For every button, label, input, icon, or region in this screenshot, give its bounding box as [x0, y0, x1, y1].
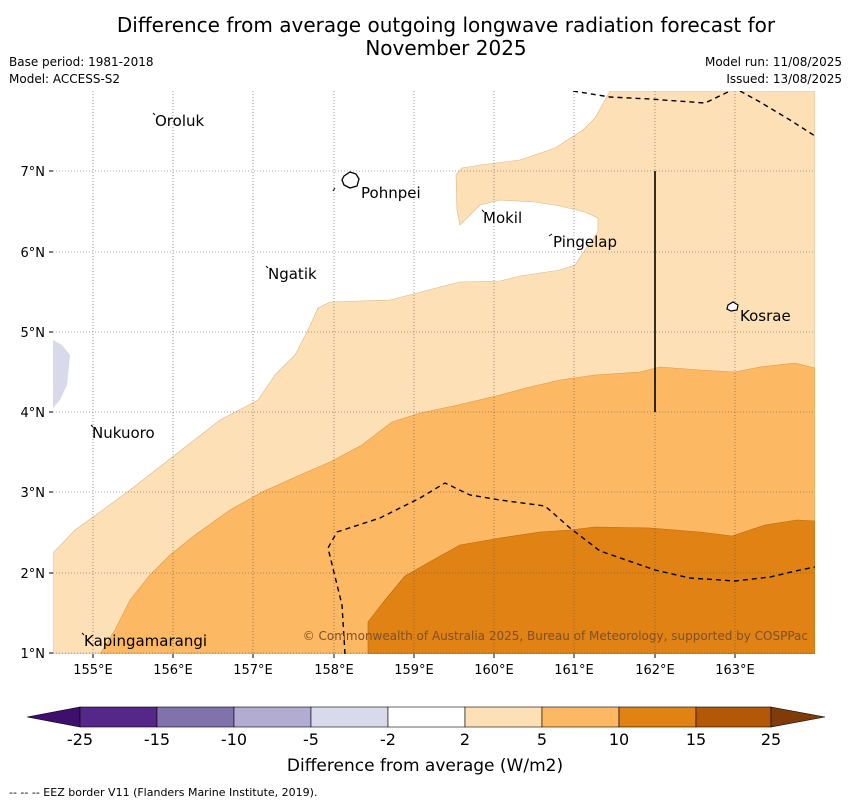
- colorbar-tick-1: -15: [144, 730, 170, 749]
- eez-border-south: [327, 482, 815, 654]
- meta-right: Model run: 11/08/2025 Issued: 13/08/2025: [705, 54, 842, 88]
- lat-label-1n: 1°N: [21, 647, 46, 662]
- lon-label-158e: 158°E: [314, 663, 354, 678]
- place-label-kosrae: Kosrae: [740, 307, 791, 325]
- colorbar-tick-5: 2: [460, 730, 470, 749]
- lon-label-160e: 160°E: [474, 663, 514, 678]
- copyright-notice: © Commonwealth of Australia 2025, Bureau…: [303, 629, 808, 643]
- colorbar: [26, 706, 826, 728]
- issued-date: Issued: 13/08/2025: [726, 72, 842, 86]
- place-label-ngatik: Ngatik: [268, 265, 317, 283]
- colorbar-tick-3: -5: [303, 730, 319, 749]
- lon-label-155e: 155°E: [73, 663, 113, 678]
- colorbar-segment-7: [541, 706, 620, 728]
- axis-ticks: [49, 170, 736, 658]
- place-label-pohnpei: Pohnpei: [361, 184, 421, 202]
- lat-label-2n: 2°N: [21, 567, 46, 582]
- colorbar-segment-4: [310, 706, 389, 728]
- map-area: Oroluk Pohnpei Mokil Pingelap Ngatik Kos…: [53, 91, 815, 654]
- model-name: Model: ACCESS-S2: [9, 72, 121, 86]
- colorbar-tick-6: 5: [537, 730, 547, 749]
- colorbar-tick-7: 10: [609, 730, 629, 749]
- pingelap-atoll-mark: [548, 233, 553, 237]
- lat-label-7n: 7°N: [21, 165, 46, 180]
- pohnpei-island: [341, 171, 360, 189]
- atoll-marks: [81, 112, 553, 636]
- colorbar-segment-0: [26, 706, 81, 728]
- place-label-oroluk: Oroluk: [155, 112, 204, 130]
- lon-label-162e: 162°E: [635, 663, 675, 678]
- pohnpei-eez-tick: [332, 187, 336, 192]
- place-label-kapingamarangi: Kapingamarangi: [84, 632, 207, 650]
- eez-border-northeast: [739, 91, 815, 137]
- kosrae-island: [726, 301, 739, 312]
- lat-label-5n: 5°N: [21, 326, 46, 341]
- colorbar-tick-0: -25: [67, 730, 93, 749]
- map-title: Difference from average outgoing longwav…: [40, 14, 850, 60]
- colorbar-tick-9: 25: [761, 730, 781, 749]
- eez-legend-note: -- -- -- EEZ border V11 (Flanders Marine…: [9, 786, 318, 799]
- place-label-mokil: Mokil: [483, 209, 522, 227]
- anomaly-region-10-to-15: [367, 519, 815, 654]
- oroluk-atoll-mark: [152, 112, 156, 116]
- ngatik-atoll-mark: [265, 265, 269, 269]
- lon-label-159e: 159°E: [394, 663, 434, 678]
- colorbar-segment-2: [156, 706, 235, 728]
- map-title-line1: Difference from average outgoing longwav…: [116, 13, 776, 37]
- mokil-atoll-mark: [481, 209, 485, 213]
- colorbar-tick-4: -2: [380, 730, 396, 749]
- colorbar-segment-5: [387, 706, 466, 728]
- lat-label-4n: 4°N: [21, 406, 46, 421]
- colorbar-segment-1: [79, 706, 158, 728]
- colorbar-title: Difference from average (W/m2): [286, 756, 564, 776]
- lat-label-6n: 6°N: [21, 246, 46, 261]
- meta-left: Base period: 1981-2018 Model: ACCESS-S2: [9, 54, 154, 88]
- colorbar-tick-2: -10: [221, 730, 247, 749]
- lon-label-156e: 156°E: [153, 663, 193, 678]
- model-run: Model run: 11/08/2025: [704, 55, 842, 69]
- colorbar-tick-8: 15: [686, 730, 706, 749]
- lon-label-161e: 161°E: [554, 663, 594, 678]
- place-label-pingelap: Pingelap: [553, 233, 617, 251]
- colorbar-segment-3: [233, 706, 312, 728]
- lon-label-163e: 163°E: [715, 663, 755, 678]
- eez-borders: [327, 91, 815, 654]
- nukuoro-atoll-mark: [90, 424, 94, 428]
- place-label-nukuoro: Nukuoro: [92, 424, 155, 442]
- kapingamarangi-atoll-mark: [81, 632, 85, 636]
- lon-label-157e: 157°E: [233, 663, 273, 678]
- colorbar-segment-10: [770, 706, 826, 728]
- base-period: Base period: 1981-2018: [9, 55, 154, 69]
- lat-label-3n: 3°N: [21, 486, 46, 501]
- anomaly-region-minus5-to-minus2: [53, 340, 70, 408]
- map-title-line2: November 2025: [365, 36, 527, 60]
- colorbar-segment-6: [464, 706, 543, 728]
- colorbar-segment-8: [618, 706, 697, 728]
- colorbar-segment-9: [695, 706, 772, 728]
